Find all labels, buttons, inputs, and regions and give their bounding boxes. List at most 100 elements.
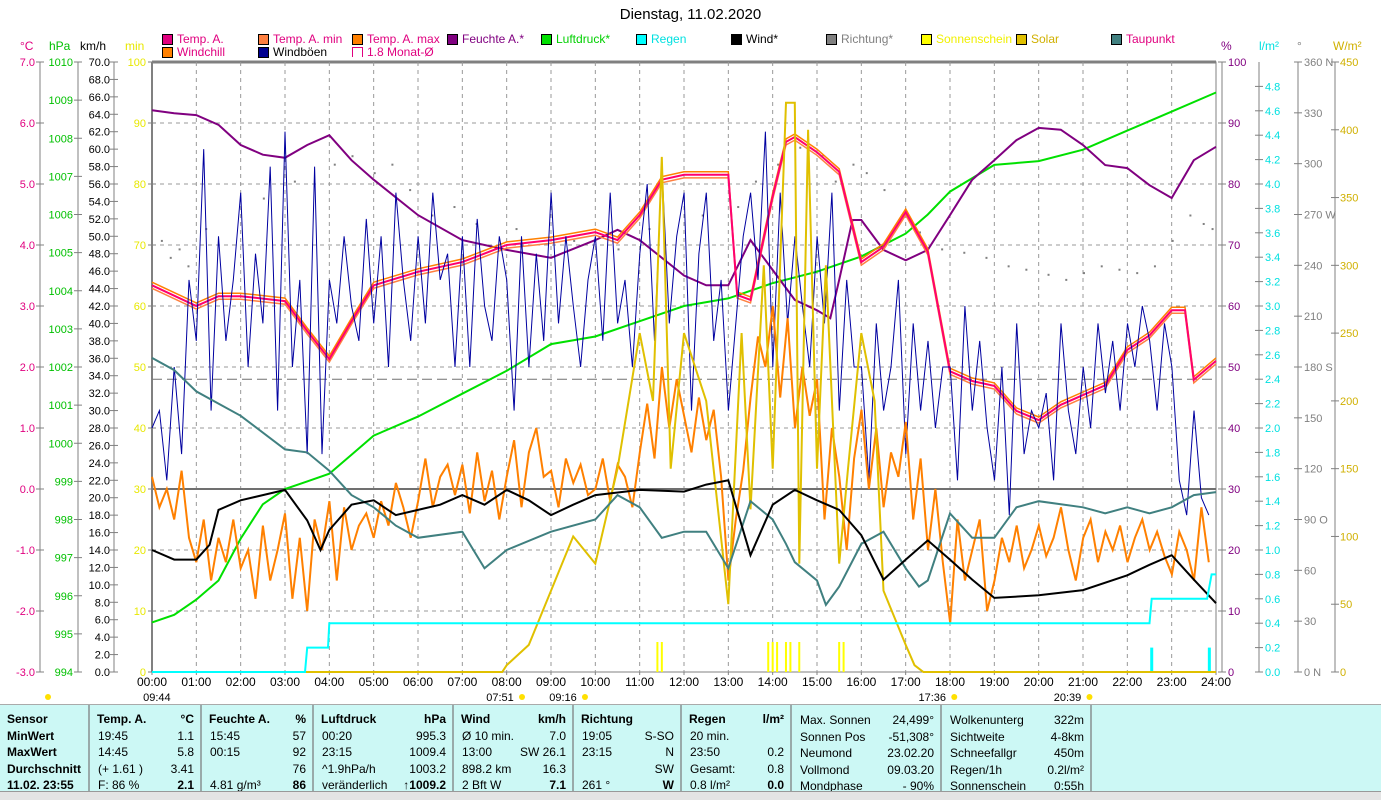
- axis-unit-deg: °: [1297, 39, 1302, 53]
- table-cell: 0:55h: [1053, 779, 1084, 793]
- table-cell: 261 °: [582, 778, 611, 792]
- direction-point: [1189, 214, 1192, 217]
- table-cell: 14:45: [98, 745, 129, 759]
- axis-tick-label-deg: 270 W: [1304, 210, 1336, 222]
- status-bar: [0, 791, 1381, 800]
- direction-point: [453, 206, 456, 209]
- info-column: Wolkenunterg 322m Sichtweite 4-8km Schneefal…: [942, 705, 1092, 793]
- axis-tick-label-min: 70: [134, 240, 146, 252]
- sun-moon-event-label: 17:36: [919, 692, 947, 704]
- x-tick-label: 21:00: [1068, 675, 1098, 689]
- axis-tick-label-hPa: 997: [55, 553, 73, 565]
- table-cell: 322m: [1053, 713, 1084, 727]
- sun-moon-event-label: 20:39: [1054, 692, 1082, 704]
- table-cell: 2.1: [177, 778, 194, 792]
- direction-point: [883, 189, 886, 192]
- table-cell: 16.3: [542, 762, 566, 776]
- legend-swatch-icon: [162, 33, 173, 45]
- legend-item: Luftdruck*: [541, 32, 610, 46]
- table-cell: Sonnenschein: [950, 779, 1027, 793]
- table-cell: %: [295, 712, 306, 726]
- x-tick-label: 14:00: [758, 675, 788, 689]
- table-cell: 76: [292, 762, 306, 776]
- axis-tick-label-kmh: 16.0: [89, 528, 110, 540]
- legend-label: 1.8 Monat-Ø: [367, 45, 434, 59]
- axis-tick-label-C: -3.0: [16, 667, 35, 679]
- legend-swatch-icon: [352, 33, 363, 45]
- legend-swatch-icon: [258, 46, 269, 58]
- table-cell: 1009.4: [409, 745, 446, 759]
- legend-item: Windböen: [258, 45, 327, 59]
- axis-tick-label-kmh: 2.0: [95, 650, 110, 662]
- legend-label: Feuchte A.*: [462, 32, 525, 46]
- table-column: Regen l/m² 20 min. 23:50 0.2 Gesamt: 0.8 0.8 l/…: [682, 705, 792, 793]
- axis-tick-label-min: 50: [134, 362, 146, 374]
- axis-tick-label-kmh: 66.0: [89, 92, 110, 104]
- axis-tick-label-min: 20: [134, 545, 146, 557]
- axis-tick-label-C: 6.0: [20, 118, 35, 130]
- direction-point: [834, 180, 837, 183]
- axis-tick-label-lm2: 4.2: [1265, 155, 1280, 167]
- table-cell: km/h: [537, 712, 566, 726]
- axis-tick-label-hPa: 999: [55, 476, 73, 488]
- chart-title: Dienstag, 11.02.2020: [619, 6, 762, 23]
- direction-point: [737, 206, 740, 209]
- axis-tick-label-deg: 150: [1304, 413, 1322, 425]
- axis-tick-label-C: 3.0: [20, 301, 35, 313]
- series-temp-a-: [151, 135, 1217, 422]
- table-cell: -51,308°: [888, 730, 935, 744]
- legend-item: Richtung*: [826, 32, 893, 46]
- direction-point: [701, 214, 704, 217]
- axis-tick-label-C: 7.0: [20, 57, 35, 69]
- axis-tick-label-deg: 90 O: [1304, 515, 1328, 527]
- direction-point: [160, 239, 163, 242]
- axis-tick-label-kmh: 8.0: [95, 597, 110, 609]
- axis-tick-label-pct: 20: [1228, 545, 1240, 557]
- table-cell: Mondphase: [800, 779, 863, 793]
- weather-chart: °C hPa km/h min% l/m² ° W/m² 7.0 6.0 5.0 4.0 3.0 2.0…: [16, 39, 1362, 704]
- table-cell: 7.1: [549, 778, 566, 792]
- axis-tick-label-kmh: 64.0: [89, 109, 110, 121]
- axis-tick-label-C: -2.0: [16, 606, 35, 618]
- legend-item: 1.8 Monat-Ø: [352, 45, 434, 59]
- direction-point: [852, 163, 855, 166]
- direction-point: [918, 231, 921, 234]
- legend-swatch-icon: [352, 47, 363, 57]
- axis-tick-label-kmh: 26.0: [89, 440, 110, 452]
- direction-point: [431, 214, 434, 217]
- axis-tick-label-kmh: 44.0: [89, 284, 110, 296]
- table-cell: 0.0: [767, 778, 784, 792]
- axis-tick-label-lm2: 3.6: [1265, 228, 1280, 240]
- axis-tick-label-kmh: 24.0: [89, 458, 110, 470]
- axis-tick-label-hPa: 1003: [49, 324, 73, 336]
- direction-point: [754, 180, 757, 183]
- axis-tick-label-pct: 90: [1228, 118, 1240, 130]
- table-cell: SW: [654, 762, 674, 776]
- x-tick-label: 16:00: [846, 675, 876, 689]
- legend-label: Taupunkt: [1126, 32, 1175, 46]
- x-tick-label: 15:00: [802, 675, 832, 689]
- axis-tick-label-lm2: 0.0: [1265, 667, 1280, 679]
- direction-point: [1100, 265, 1103, 268]
- axis-tick-label-hPa: 1007: [49, 171, 73, 183]
- axis-tick-label-kmh: 52.0: [89, 214, 110, 226]
- table-cell: 3.41: [170, 762, 194, 776]
- axis-tick-label-kmh: 42.0: [89, 301, 110, 313]
- axis-tick-label-deg: 30: [1304, 616, 1316, 628]
- axis-tick-label-pct: 0: [1228, 667, 1234, 679]
- direction-point: [409, 189, 412, 192]
- axis-tick-label-C: 4.0: [20, 240, 35, 252]
- axis-tick-label-lm2: 3.4: [1265, 252, 1280, 264]
- axis-tick-label-hPa: 998: [55, 515, 73, 527]
- axis-tick-label-kmh: 40.0: [89, 318, 110, 330]
- table-column: Temp. A. °C 19:45 1.1 14:45 5.8 (+ 1.61 ) 3.41 F…: [90, 705, 202, 793]
- axis-tick-label-min: 30: [134, 484, 146, 496]
- table-cell: Ø 10 min.: [462, 729, 515, 743]
- axis-tick-label-wm2: 450: [1340, 57, 1358, 69]
- axis-tick-label-hPa: 1001: [49, 400, 73, 412]
- table-column: Richtung 19:05 S-SO 23:15 N SW 261 ° W: [574, 705, 682, 793]
- axis-tick-label-kmh: 0.0: [95, 667, 110, 679]
- table-column: Feuchte A.% 15:45 57 00:15 92 76 4.81 g/m³ 86: [202, 705, 314, 793]
- axis-tick-label-kmh: 22.0: [89, 475, 110, 487]
- axis-tick-label-kmh: 10.0: [89, 580, 110, 592]
